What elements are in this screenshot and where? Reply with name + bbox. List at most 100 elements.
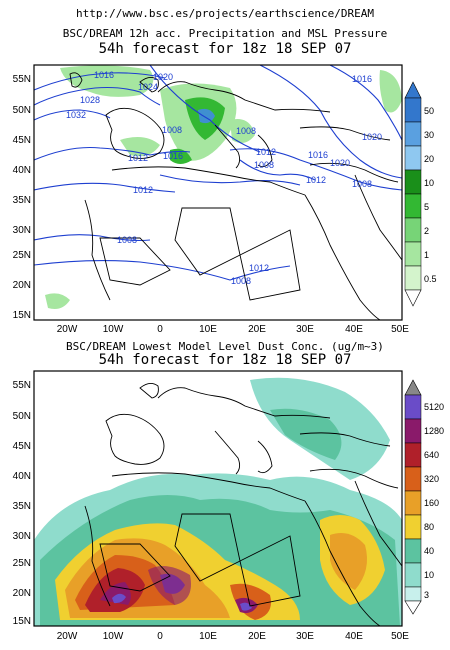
isobar-label: 1016 [94,70,114,80]
colorbar-top-arrow [404,81,422,99]
colorbar-swatch [404,145,422,171]
lat-label: 55N [13,380,31,391]
lat-label: 45N [13,135,31,146]
lon-label: 30E [296,324,314,335]
isobar-label: 1012 [128,153,148,163]
lat-label: 25N [13,250,31,261]
dust-field [34,371,402,626]
colorbar-label: 1280 [424,426,444,436]
isobar-label: 1020 [330,158,350,168]
colorbar-swatch [404,193,422,219]
colorbar-label: 10 [424,570,434,580]
colorbar-swatch [404,217,422,243]
colorbar-label: 3 [424,590,429,600]
colorbar-swatch [404,169,422,195]
bottom-lat-axis: 55N 50N 45N 40N 35N 30N 25N 20N 15N [13,380,31,627]
isobar-label: 1016 [308,150,328,160]
bottom-map-frame [33,370,403,627]
isobar-label: 1020 [153,72,173,82]
colorbar-label: 1 [424,250,429,260]
lon-label: 30E [296,631,314,642]
colorbar-swatch [404,514,422,540]
top-map-subtitle: 54h forecast for 18z 18 SEP 07 [98,41,352,57]
colorbar-top-arrow [404,379,422,396]
coastlines [69,72,402,320]
bottom-map-subtitle: 54h forecast for 18z 18 SEP 07 [98,352,352,368]
lat-label: 15N [13,616,31,627]
lon-label: 50E [391,324,409,335]
lon-label: 10E [199,324,217,335]
lon-label: 40E [345,631,363,642]
isobar-label: 1008 [352,179,372,189]
colorbar-swatch [404,97,422,123]
lon-label: 10W [103,631,124,642]
source-url[interactable]: http://www.bsc.es/projects/earthscience/… [75,7,374,20]
colorbar-swatch [404,442,422,468]
isobar-label: 1016 [163,151,183,161]
lat-label: 45N [13,441,31,452]
colorbar-label: 320 [424,474,439,484]
colorbar-label: 5 [424,202,429,212]
colorbar-swatch [404,241,422,267]
lat-label: 55N [13,74,31,85]
colorbar-label: 10 [424,178,434,188]
top-colorbar: 50 30 20 10 5 2 1 0.5 [404,81,437,307]
dust-coastlines [84,383,402,626]
lat-label: 30N [13,531,31,542]
colorbar-bottom-arrow [404,600,422,615]
top-map-title: BSC/DREAM 12h acc. Precipitation and MSL… [62,27,388,40]
lon-label: 20W [57,631,78,642]
colorbar-label: 80 [424,522,434,532]
lon-label: 0 [157,631,163,642]
colorbar-label: 50 [424,106,434,116]
colorbar-label: 160 [424,498,439,508]
colorbar-label: 40 [424,546,434,556]
isobar-label: 1012 [133,185,153,195]
isobar-label: 1032 [66,110,86,120]
lon-label: 20E [248,324,266,335]
colorbar-bottom-arrow [404,289,422,307]
lat-label: 50N [13,411,31,422]
lat-label: 35N [13,195,31,206]
lon-label: 10W [103,324,124,335]
precipitation-field [34,65,402,320]
isobar-label: 1020 [362,132,382,142]
top-map-frame [33,64,403,321]
isobar-label: 1016 [352,74,372,84]
isobar-label: 1008 [254,160,274,170]
isobar-label: 1008 [236,126,256,136]
top-lat-axis: 55N 50N 45N 40N 35N 30N 25N 20N 15N [13,74,31,321]
lon-label: 0 [157,324,163,335]
lat-label: 15N [13,310,31,321]
top-lon-axis: 20W 10W 0 10E 20E 30E 40E 50E [57,324,410,335]
lon-label: 10E [199,631,217,642]
isobar-label: 1008 [162,125,182,135]
lat-label: 20N [13,588,31,599]
lat-label: 40N [13,165,31,176]
isobar-label: 1012 [256,147,276,157]
lat-label: 35N [13,501,31,512]
colorbar-label: 30 [424,130,434,140]
colorbar-swatch [404,586,422,602]
colorbar-label: 0.5 [424,274,437,284]
colorbar-label: 2 [424,226,429,236]
isobar-label: 1028 [80,95,100,105]
bottom-colorbar: 5120 1280 640 320 160 80 40 10 3 [404,379,444,615]
colorbar-swatch [404,265,422,291]
lon-label: 20W [57,324,78,335]
lat-label: 25N [13,558,31,569]
colorbar-swatch [404,490,422,516]
isobar-label: 1012 [249,263,269,273]
isobar-labels: 1016 1020 1024 1028 1032 1016 1020 1008 … [66,70,382,286]
colorbar-swatch [404,121,422,147]
isobar-label: 1008 [231,276,251,286]
isobar-label: 1012 [306,175,326,185]
colorbar-swatch [404,466,422,492]
isobar-lines [34,65,402,281]
lon-label: 50E [391,631,409,642]
colorbar-swatch [404,562,422,588]
lon-label: 20E [248,631,266,642]
colorbar-labels: 50 30 20 10 5 2 1 0.5 [424,106,437,284]
colorbar-swatch [404,418,422,444]
lon-label: 40E [345,324,363,335]
